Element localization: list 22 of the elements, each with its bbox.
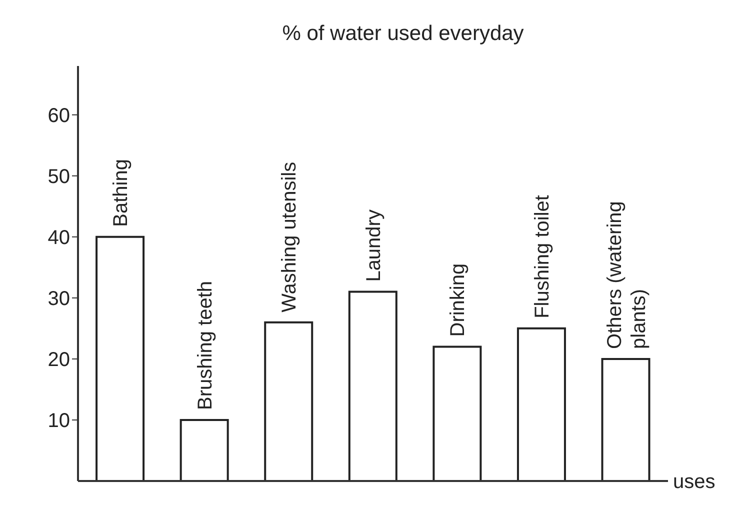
bar bbox=[516, 327, 566, 481]
bar bbox=[96, 236, 145, 481]
y-tick-label: 20 bbox=[48, 349, 70, 372]
x-tick-label: Brushing teeth bbox=[194, 280, 216, 410]
bar bbox=[348, 290, 398, 481]
x-tick-label: Flushing toilet bbox=[531, 194, 554, 318]
y-tick-label: 10 bbox=[48, 410, 70, 432]
x-tick-label: Others (watering plants) bbox=[604, 201, 650, 349]
x-tick-label: Drinking bbox=[447, 263, 470, 337]
x-axis-title: uses bbox=[673, 471, 716, 494]
bar bbox=[432, 346, 482, 481]
y-tick-label: 50 bbox=[48, 166, 70, 188]
bar bbox=[601, 358, 650, 481]
y-tick-label: 30 bbox=[48, 288, 70, 310]
bar bbox=[264, 321, 314, 481]
x-tick-label: Bathing bbox=[110, 159, 132, 227]
bar bbox=[180, 418, 229, 481]
y-tick-label: 40 bbox=[48, 226, 70, 249]
x-tick-label: Washing utensils bbox=[278, 162, 301, 312]
chart-title: % of water used everyday bbox=[281, 21, 525, 47]
x-tick-label: Laundry bbox=[362, 210, 385, 282]
y-tick-label: 60 bbox=[48, 104, 70, 127]
